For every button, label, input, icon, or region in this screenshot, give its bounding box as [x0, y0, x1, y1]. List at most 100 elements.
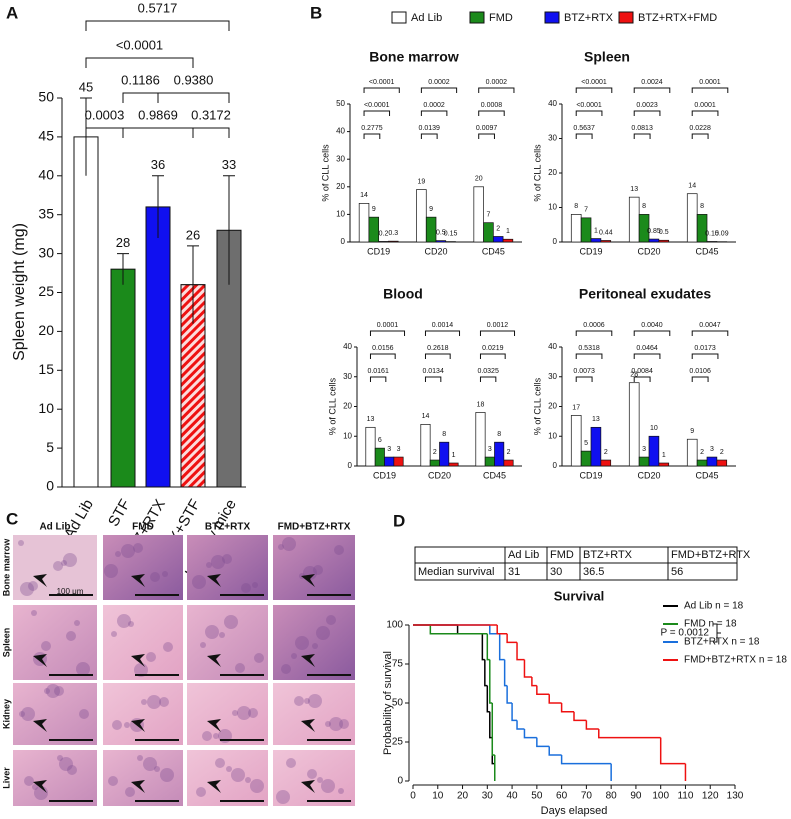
- tissue-texture: [226, 766, 232, 772]
- tissue-texture: [206, 562, 212, 568]
- error-bar: [223, 175, 235, 285]
- tissue-texture: [325, 721, 331, 727]
- y-axis-label: Spleen weight (mg): [11, 223, 28, 361]
- significance-bracket: [633, 133, 651, 139]
- significance-bracket: [420, 133, 438, 139]
- bar: [503, 459, 514, 467]
- y-tick-label: 40: [336, 127, 345, 136]
- significance-bracket: [424, 376, 442, 382]
- y-tick-label: 50: [38, 89, 54, 105]
- significance-bracket: [633, 353, 661, 359]
- table-header: FMD: [550, 549, 574, 561]
- bar: [494, 441, 505, 467]
- tissue-texture: [108, 776, 118, 786]
- significance-bracket: [691, 353, 719, 359]
- bar: [716, 459, 728, 467]
- p-value: <0.0001: [364, 102, 390, 109]
- row-label: Spleen: [1, 628, 11, 658]
- value-label: 28: [630, 372, 638, 379]
- bar: [590, 238, 602, 243]
- p-value: 0.0008: [481, 102, 503, 109]
- bar: [368, 216, 380, 243]
- value-label: 7: [487, 212, 491, 219]
- arrowhead: [207, 574, 221, 587]
- legend-label: FMD: [489, 12, 513, 24]
- significance-bracket: [575, 330, 613, 336]
- histology-image: [103, 605, 183, 680]
- significance-bracket: [691, 110, 719, 116]
- p-value: <0.0001: [581, 79, 607, 86]
- tissue-texture: [317, 777, 323, 783]
- significance-bracket: [420, 110, 448, 116]
- p-value: 0.0161: [367, 368, 389, 375]
- tissue-texture: [44, 688, 50, 694]
- survival-step: [506, 633, 518, 644]
- y-tick-label: 0: [348, 461, 353, 470]
- survival-step: [548, 746, 562, 756]
- bar: [648, 238, 660, 243]
- survival-step: [536, 685, 550, 696]
- tissue-texture: [163, 642, 173, 652]
- y-tick-label: 30: [336, 154, 345, 163]
- tissue-texture: [125, 787, 135, 797]
- p-value: 0.0047: [699, 322, 721, 329]
- chart-title: Survival: [554, 588, 605, 603]
- value-label: 5: [584, 440, 588, 447]
- survival-step: [498, 633, 505, 661]
- value-label: 3: [642, 446, 646, 453]
- legend-swatch: [544, 11, 560, 24]
- significance-bracket: [424, 353, 451, 359]
- value-label: 0.15: [444, 230, 458, 237]
- p-value: 0.0001: [699, 79, 721, 86]
- p-value: 0.9380: [174, 72, 214, 87]
- tissue-texture: [295, 636, 309, 650]
- tissue-texture: [67, 765, 77, 775]
- tissue-texture: [219, 632, 225, 638]
- p-value: 0.0139: [419, 125, 441, 132]
- survival-step: [573, 711, 587, 722]
- p-value: 0.0001: [377, 322, 399, 329]
- bar: [378, 241, 389, 243]
- bar: [374, 447, 385, 467]
- legend-swatch: [469, 11, 485, 24]
- bar: [502, 238, 514, 243]
- tissue-texture: [63, 553, 77, 567]
- value-label: 0.09: [715, 231, 729, 238]
- tissue-texture: [111, 631, 117, 637]
- bar: [600, 240, 612, 243]
- tissue-texture: [20, 582, 34, 596]
- y-axis-label: % of CLL cells: [327, 377, 337, 435]
- significance-bracket: [157, 92, 230, 103]
- x-tick-label: 110: [677, 791, 693, 802]
- significance-bracket: [633, 330, 671, 336]
- tissue-texture: [143, 757, 157, 771]
- panel-label: C: [6, 509, 18, 528]
- bar: [492, 236, 504, 243]
- value-label: 45: [79, 79, 93, 94]
- y-tick-label: 100: [386, 620, 403, 631]
- y-tick-label: 20: [343, 402, 352, 411]
- x-tick-label: CD20: [637, 246, 660, 256]
- table-cell: 56: [671, 566, 683, 578]
- histology-image: [13, 605, 97, 680]
- histology-image: [103, 750, 183, 806]
- p-value: 0.0024: [641, 79, 663, 86]
- histology-image: [13, 750, 97, 806]
- x-tick-label: 80: [606, 791, 618, 802]
- panel-label: D: [393, 511, 405, 530]
- arrowhead: [33, 780, 47, 793]
- y-tick-label: 10: [548, 431, 557, 440]
- p-value: 0.0014: [432, 322, 454, 329]
- p-value: 0.5318: [578, 345, 600, 352]
- p-value: 0.0813: [631, 125, 653, 132]
- bar: [483, 222, 494, 243]
- significance-bracket: [363, 133, 381, 139]
- bar: [384, 456, 395, 467]
- histology-image: [103, 535, 183, 600]
- survival-step: [496, 625, 508, 635]
- arrowhead: [131, 574, 145, 587]
- tissue-texture: [104, 564, 118, 578]
- tissue-texture: [160, 768, 174, 782]
- bar: [473, 186, 484, 243]
